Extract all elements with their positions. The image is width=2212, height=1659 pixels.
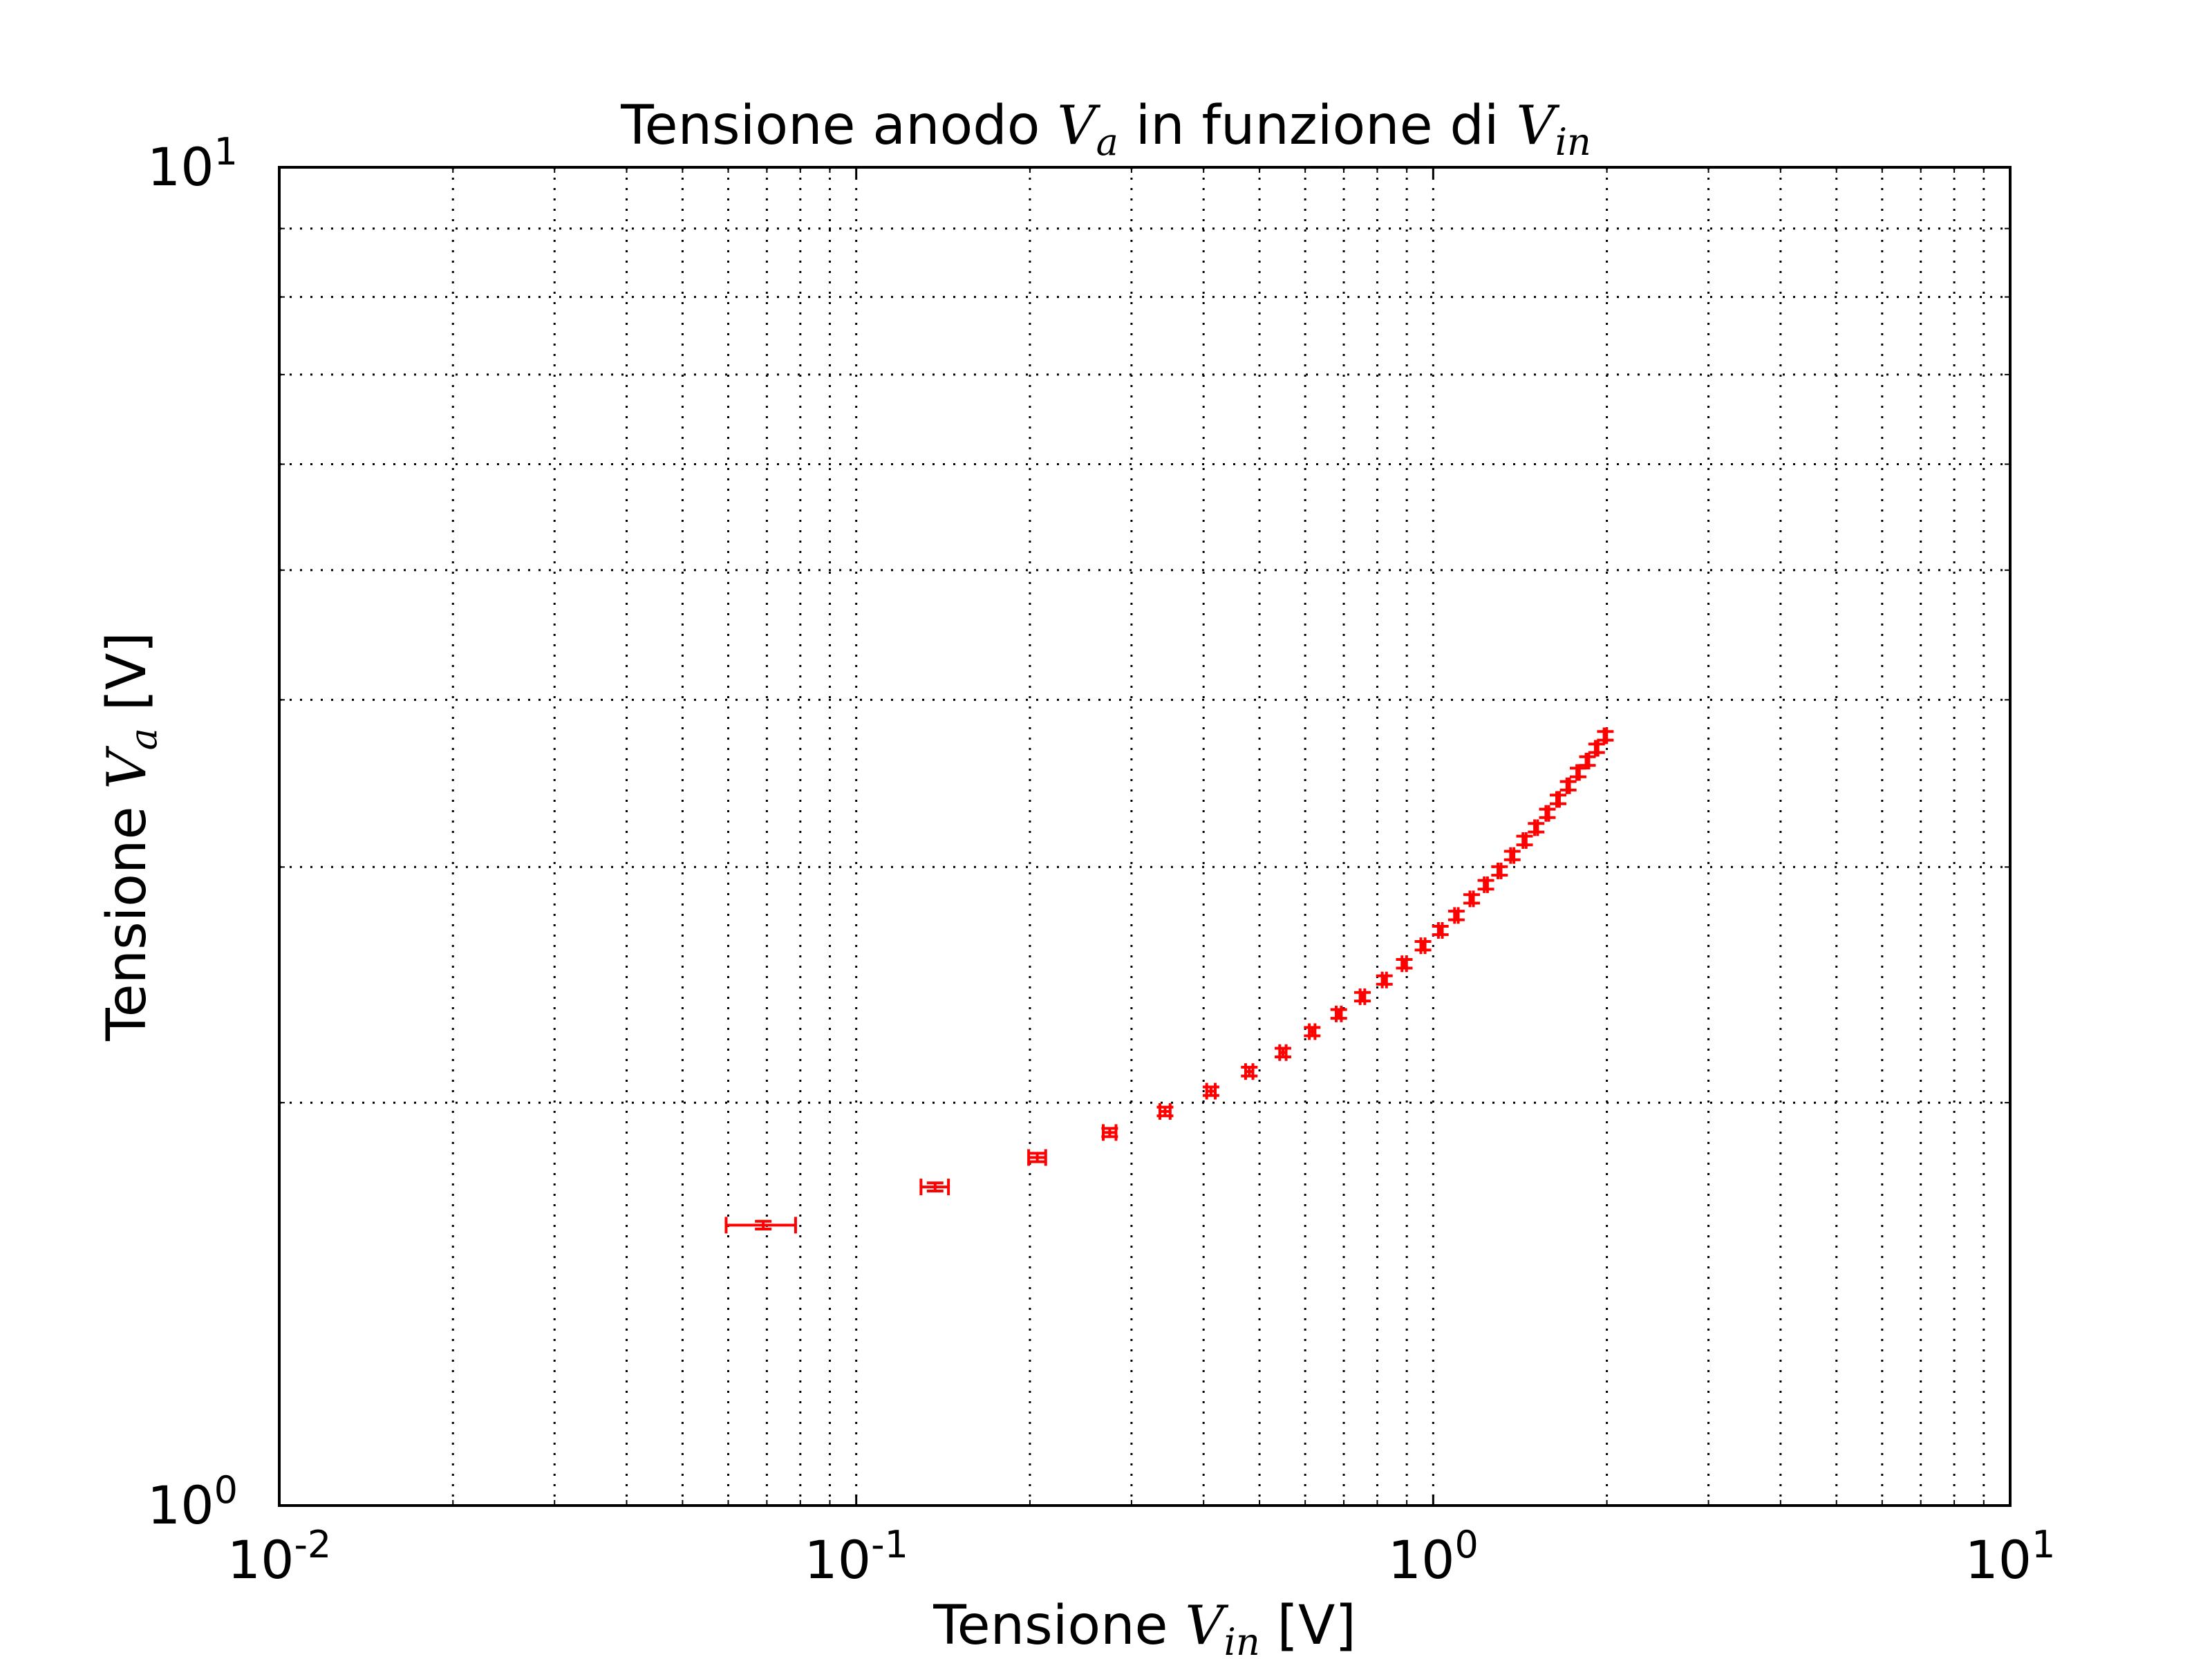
- tick-labels: 10-2 10-1 100 101 100 101: [147, 130, 2056, 1591]
- data-point: [724, 1217, 797, 1234]
- data-point: [919, 1179, 950, 1196]
- x-tick-label: 10-1: [804, 1523, 908, 1591]
- x-tick-label: 100: [1388, 1523, 1479, 1591]
- data-point: [1241, 1063, 1258, 1080]
- x-tick-label: 10-2: [227, 1523, 332, 1591]
- data-point: [1477, 876, 1494, 893]
- data-point: [1330, 1005, 1347, 1022]
- data-point: [1539, 805, 1556, 822]
- y-tick-label: 100: [147, 1468, 238, 1536]
- data-point: [1588, 740, 1605, 757]
- data-point: [1528, 819, 1545, 836]
- data-point: [1202, 1082, 1219, 1100]
- data-point: [1414, 937, 1432, 955]
- data-point: [1516, 832, 1533, 849]
- y-tick-label: 101: [147, 130, 238, 198]
- data-point: [1274, 1044, 1291, 1061]
- data-point: [1156, 1103, 1174, 1120]
- grid-lines: [279, 167, 2010, 1506]
- chart-title: Tensione anodo Va in funzione di Vin: [620, 95, 1591, 164]
- data-point: [1463, 890, 1481, 908]
- data-point: [1027, 1149, 1047, 1166]
- data-point: [1432, 921, 1449, 939]
- data-point: [1304, 1023, 1321, 1040]
- x-tick-label: 101: [1965, 1523, 2055, 1591]
- x-axis-label: Tensione Vin [V]: [932, 1595, 1356, 1659]
- data-point: [1503, 847, 1521, 864]
- data-point: [1447, 907, 1465, 924]
- y-axis-label: Tensione Va [V]: [96, 632, 165, 1042]
- data-point: [1376, 971, 1393, 988]
- data-point: [1549, 791, 1566, 808]
- data-point: [1101, 1124, 1118, 1141]
- data-point: [1559, 777, 1577, 794]
- data-point: [1579, 752, 1596, 769]
- data-point: [1396, 955, 1413, 973]
- axes-frame: [278, 166, 2012, 1507]
- data-point: [1491, 862, 1508, 879]
- data-point: [1353, 988, 1371, 1005]
- data-series: [724, 727, 1614, 1234]
- data-point: [1597, 727, 1614, 744]
- data-point: [1569, 764, 1586, 781]
